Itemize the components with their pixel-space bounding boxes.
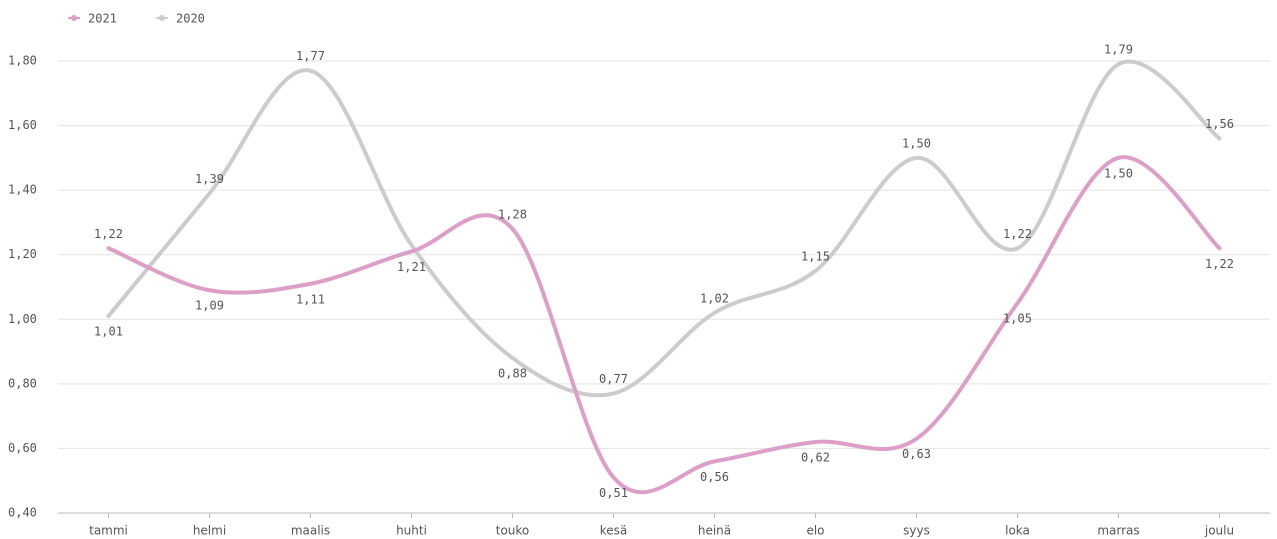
- data-label: 1,22: [1003, 227, 1032, 241]
- data-label: 0,63: [902, 447, 931, 461]
- data-label: 1,56: [1205, 117, 1234, 131]
- data-label: 1,05: [1003, 312, 1032, 326]
- y-tick-label: 0,80: [8, 376, 37, 390]
- x-tick-label: kesä: [600, 524, 628, 538]
- data-label: 1,02: [700, 291, 729, 305]
- x-tick-label: elo: [806, 524, 824, 538]
- data-label: 0,88: [498, 367, 527, 381]
- data-label: 0,62: [801, 450, 830, 464]
- data-label: 1,01: [94, 325, 123, 339]
- data-label: 0,77: [599, 372, 628, 386]
- y-tick-label: 0,60: [8, 441, 37, 455]
- x-tick-label: syys: [903, 524, 930, 538]
- data-label: 1,50: [1104, 166, 1133, 180]
- x-tick-label: joulu: [1204, 524, 1234, 538]
- x-tick-label: touko: [496, 524, 530, 538]
- data-label: 0,51: [599, 486, 628, 500]
- series-line: [106, 59, 1222, 398]
- y-tick-label: 1,00: [8, 312, 37, 326]
- data-label: 1,50: [902, 136, 931, 150]
- legend-dot: [71, 15, 77, 21]
- data-label: 1,21: [397, 260, 426, 274]
- data-label: 1,77: [296, 49, 325, 63]
- x-tick-label: tammi: [89, 524, 128, 538]
- data-label: 1,39: [195, 172, 224, 186]
- x-tick-label: helmi: [193, 524, 226, 538]
- data-label: 1,09: [195, 299, 224, 313]
- legend-label: 2021: [88, 12, 117, 26]
- data-label: 1,22: [94, 227, 123, 241]
- data-label: 1,15: [801, 249, 830, 263]
- y-tick-label: 0,40: [8, 506, 37, 520]
- x-tick-label: marras: [1097, 524, 1139, 538]
- y-tick-label: 1,80: [8, 54, 37, 68]
- data-label: 1,79: [1104, 43, 1133, 57]
- y-tick-label: 1,60: [8, 118, 37, 132]
- y-tick-label: 1,20: [8, 247, 37, 261]
- y-tick-label: 1,40: [8, 183, 37, 197]
- x-tick-label: loka: [1005, 524, 1030, 538]
- data-label: 1,22: [1205, 257, 1234, 271]
- data-label: 0,56: [700, 470, 729, 484]
- data-label: 1,28: [498, 207, 527, 221]
- x-tick-label: huhti: [396, 524, 427, 538]
- x-tick-label: heinä: [698, 524, 731, 538]
- series-line: [106, 155, 1222, 495]
- legend-label: 2020: [176, 12, 205, 26]
- legend-dot: [159, 15, 165, 21]
- data-label: 1,11: [296, 292, 325, 306]
- x-tick-label: maalis: [291, 524, 330, 538]
